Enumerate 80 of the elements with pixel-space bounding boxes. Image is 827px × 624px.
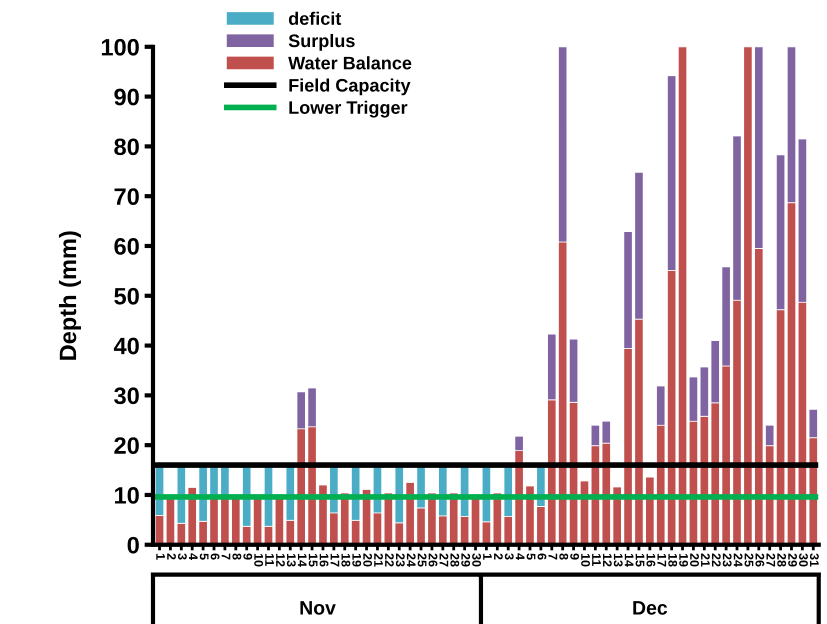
y-tick-label: 100 bbox=[102, 38, 139, 56]
y-tick-label: 60 bbox=[114, 238, 139, 255]
x-tick-label: 8 bbox=[232, 553, 242, 560]
x-tick-label: 29 bbox=[461, 554, 470, 567]
x-tick-label: 27 bbox=[440, 554, 448, 566]
x-tick-label: 16 bbox=[320, 554, 328, 567]
text: Nov bbox=[300, 601, 336, 615]
y-tick-label: 0 bbox=[128, 536, 139, 554]
y-tick-label: 50 bbox=[114, 288, 139, 305]
x-tick-label: 12 bbox=[276, 554, 285, 566]
legend-label: Field Capacity bbox=[289, 78, 410, 96]
x-tick-label: 24 bbox=[734, 554, 743, 567]
x-tick-label: 4 bbox=[188, 553, 198, 560]
x-tick-label: 22 bbox=[712, 554, 721, 566]
y-tick-label: 30 bbox=[114, 387, 139, 404]
x-tick-label: 26 bbox=[755, 554, 764, 567]
legend-label: deficit bbox=[288, 12, 342, 25]
x-tick-label: 28 bbox=[450, 554, 460, 567]
x-tick-label: 15 bbox=[308, 554, 318, 567]
x-tick-label: 23 bbox=[722, 554, 732, 567]
x-tick-label: 6 bbox=[210, 554, 220, 560]
x-tick-label: 6 bbox=[538, 554, 546, 560]
x-tick-label: 18 bbox=[341, 554, 350, 567]
text: Dec bbox=[633, 601, 668, 615]
x-tick-label: 25 bbox=[744, 554, 754, 567]
y-tick-label: 90 bbox=[114, 88, 139, 106]
x-tick-label: 11 bbox=[592, 554, 601, 566]
x-tick-label: 26 bbox=[428, 554, 438, 567]
x-tick-label: 2 bbox=[494, 554, 503, 560]
x-tick-label: 20 bbox=[690, 554, 699, 566]
x-tick-label: 29 bbox=[788, 554, 797, 567]
x-tick-label: 10 bbox=[254, 554, 264, 566]
x-tick-label: 1 bbox=[156, 554, 165, 560]
y-tick-label: 10 bbox=[115, 487, 139, 504]
legend-label: Surplus bbox=[288, 34, 355, 51]
x-tick-label: 4 bbox=[516, 553, 524, 560]
x-tick-label: 19 bbox=[679, 554, 688, 567]
x-tick-label: 8 bbox=[559, 553, 568, 560]
legend-label: Water Balance bbox=[288, 56, 412, 70]
y-tick-label: 20 bbox=[114, 437, 139, 454]
x-tick-label: 10 bbox=[581, 554, 590, 566]
y-tick-label: 70 bbox=[114, 188, 139, 205]
x-tick-label: 7 bbox=[222, 554, 230, 560]
legend-label: Lower Trigger bbox=[289, 100, 408, 118]
x-tick-label: 9 bbox=[570, 554, 580, 560]
x-tick-label: 1 bbox=[483, 554, 492, 560]
x-tick-label: 14 bbox=[298, 554, 307, 567]
x-tick-label: 30 bbox=[799, 553, 808, 566]
y-tick-label: 80 bbox=[114, 138, 139, 156]
x-tick-label: 15 bbox=[636, 554, 644, 567]
x-tick-label: 17 bbox=[658, 554, 666, 566]
x-tick-label: 3 bbox=[504, 553, 514, 560]
x-tick-label: 5 bbox=[200, 553, 208, 560]
x-tick-label: 21 bbox=[374, 554, 383, 567]
x-tick-label: 12 bbox=[603, 554, 612, 566]
x-tick-label: 31 bbox=[810, 553, 819, 567]
x-tick-label: 23 bbox=[396, 554, 405, 567]
x-tick-label: 19 bbox=[352, 554, 362, 567]
x-tick-label: 17 bbox=[330, 554, 340, 566]
x-tick-label: 30 bbox=[472, 553, 482, 566]
x-tick-label: 27 bbox=[766, 554, 776, 566]
x-tick-label: 14 bbox=[624, 554, 634, 567]
x-tick-label: 13 bbox=[286, 554, 296, 567]
x-tick-label: 11 bbox=[265, 554, 274, 566]
x-tick-label: 28 bbox=[777, 554, 786, 567]
x-tick-label: 3 bbox=[178, 553, 187, 560]
x-tick-label: 7 bbox=[548, 554, 558, 560]
x-tick-label: 24 bbox=[406, 554, 416, 567]
x-tick-label: 25 bbox=[418, 554, 427, 567]
x-tick-label: 18 bbox=[668, 554, 678, 567]
x-tick-label: 22 bbox=[385, 554, 394, 566]
x-tick-label: 20 bbox=[363, 554, 372, 566]
x-tick-label: 9 bbox=[243, 554, 252, 560]
x-tick-label: 5 bbox=[526, 553, 536, 560]
x-tick-label: 16 bbox=[646, 554, 656, 567]
x-tick-label: 21 bbox=[701, 554, 710, 567]
y-axis-title: Depth (mm) bbox=[58, 231, 81, 360]
x-tick-label: 13 bbox=[614, 554, 623, 567]
x-tick-label: 2 bbox=[167, 554, 176, 560]
y-tick-label: 40 bbox=[114, 338, 139, 354]
